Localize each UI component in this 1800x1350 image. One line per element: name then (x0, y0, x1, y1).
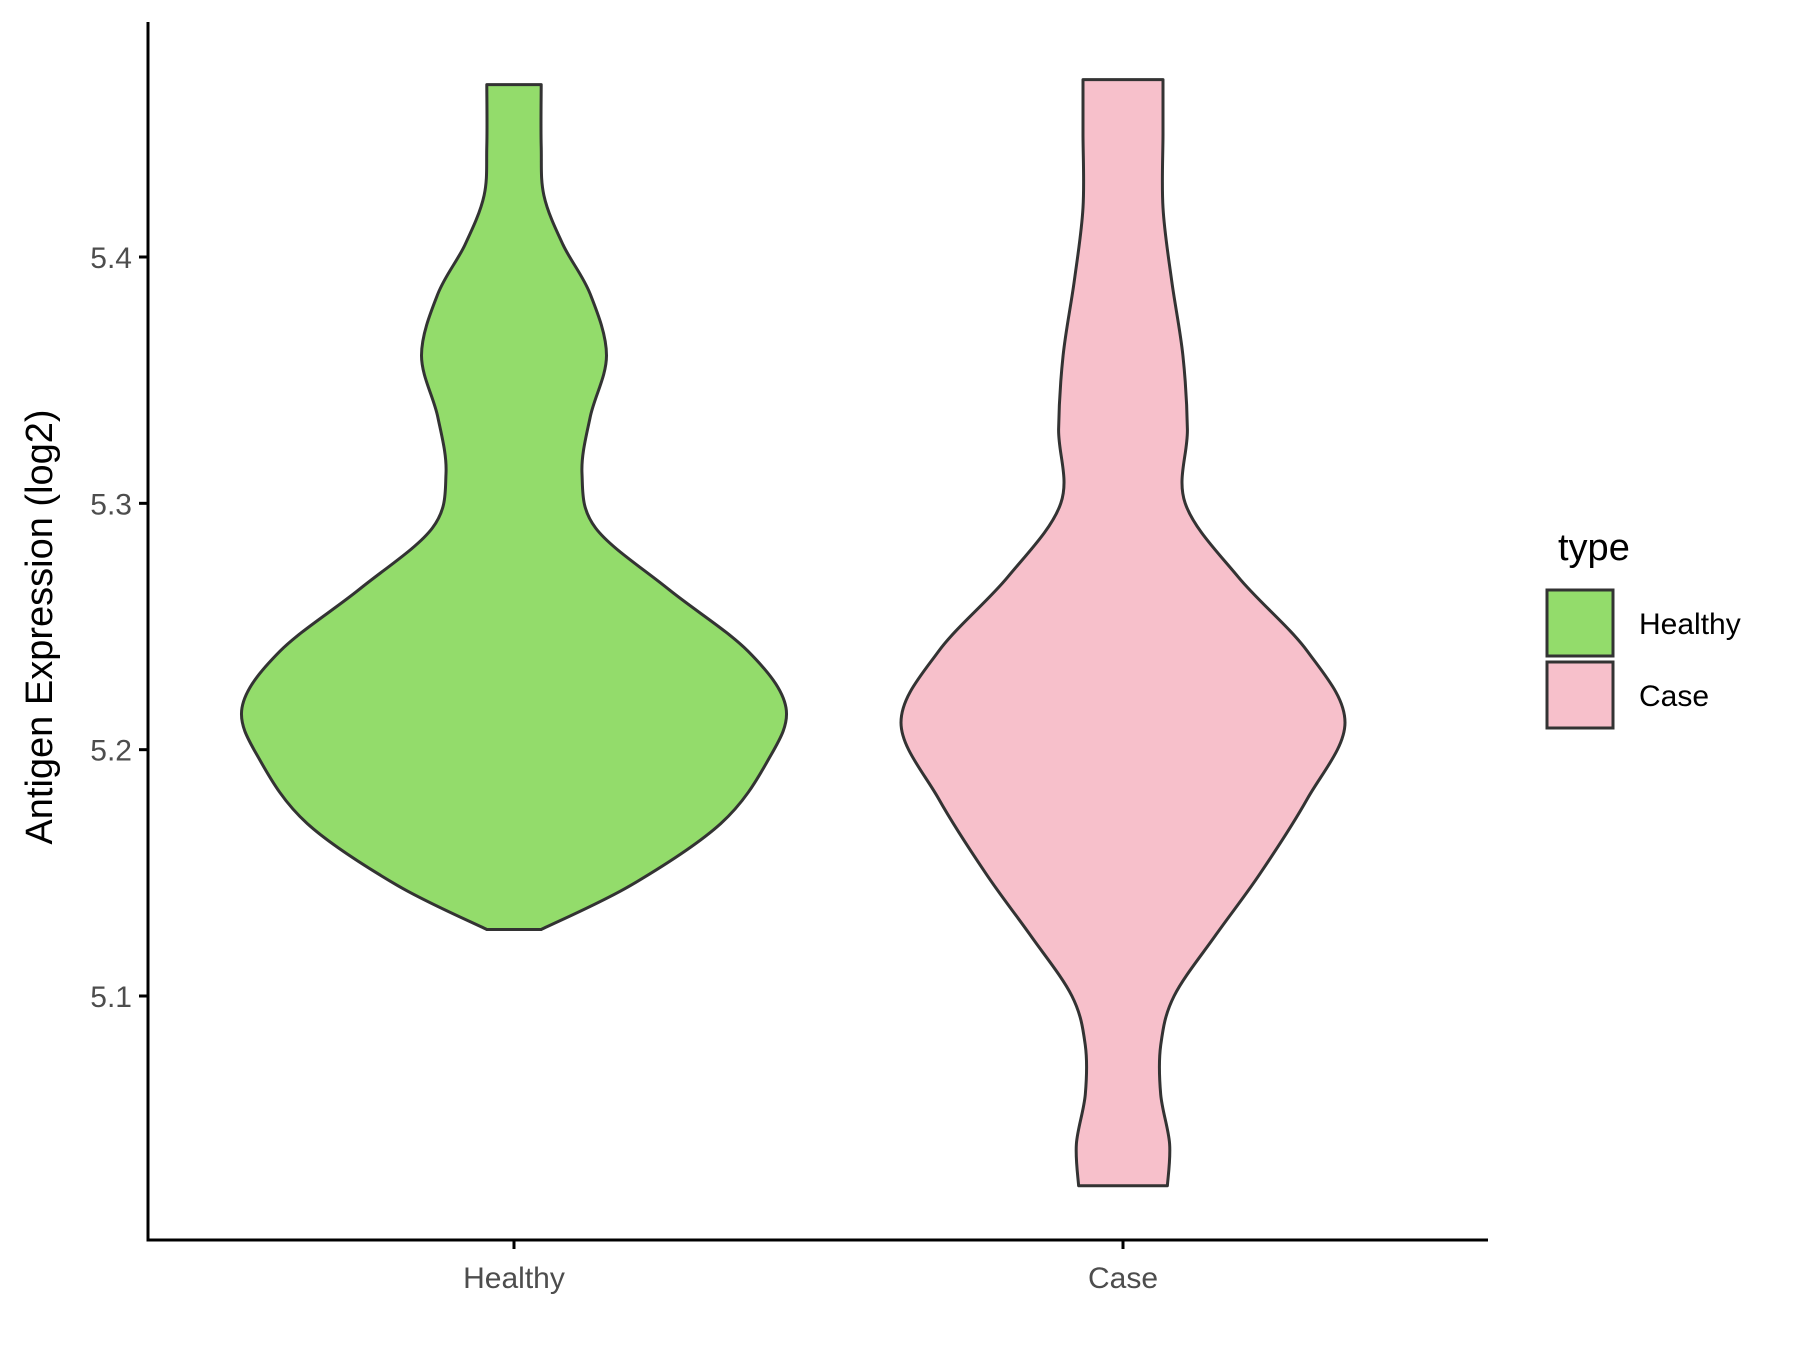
violin-case (899, 78, 1347, 1188)
legend-swatch-healthy (1545, 588, 1615, 658)
axes-group (146, 22, 1488, 1242)
y-tick-label: 5.4 (90, 242, 132, 275)
legend-swatch-case (1545, 660, 1615, 730)
legend: type Healthy Case (1545, 527, 1741, 730)
x-ticks-group: Healthy Case (463, 1240, 1158, 1295)
y-ticks-group: 5.1 5.2 5.3 5.4 (90, 242, 148, 1014)
y-tick-label: 5.3 (90, 488, 132, 521)
x-tick-label: Healthy (463, 1262, 565, 1295)
legend-label-healthy: Healthy (1639, 608, 1741, 641)
x-tick-label: Case (1088, 1262, 1158, 1295)
violin-healthy (239, 83, 789, 931)
legend-label-case: Case (1639, 680, 1709, 713)
legend-items: Healthy Case (1545, 588, 1741, 730)
y-axis-title: Antigen Expression (log2) (19, 409, 61, 844)
y-tick-label: 5.1 (90, 981, 132, 1014)
violins-group (239, 78, 1347, 1188)
legend-title: type (1558, 527, 1630, 569)
y-tick-label: 5.2 (90, 735, 132, 768)
